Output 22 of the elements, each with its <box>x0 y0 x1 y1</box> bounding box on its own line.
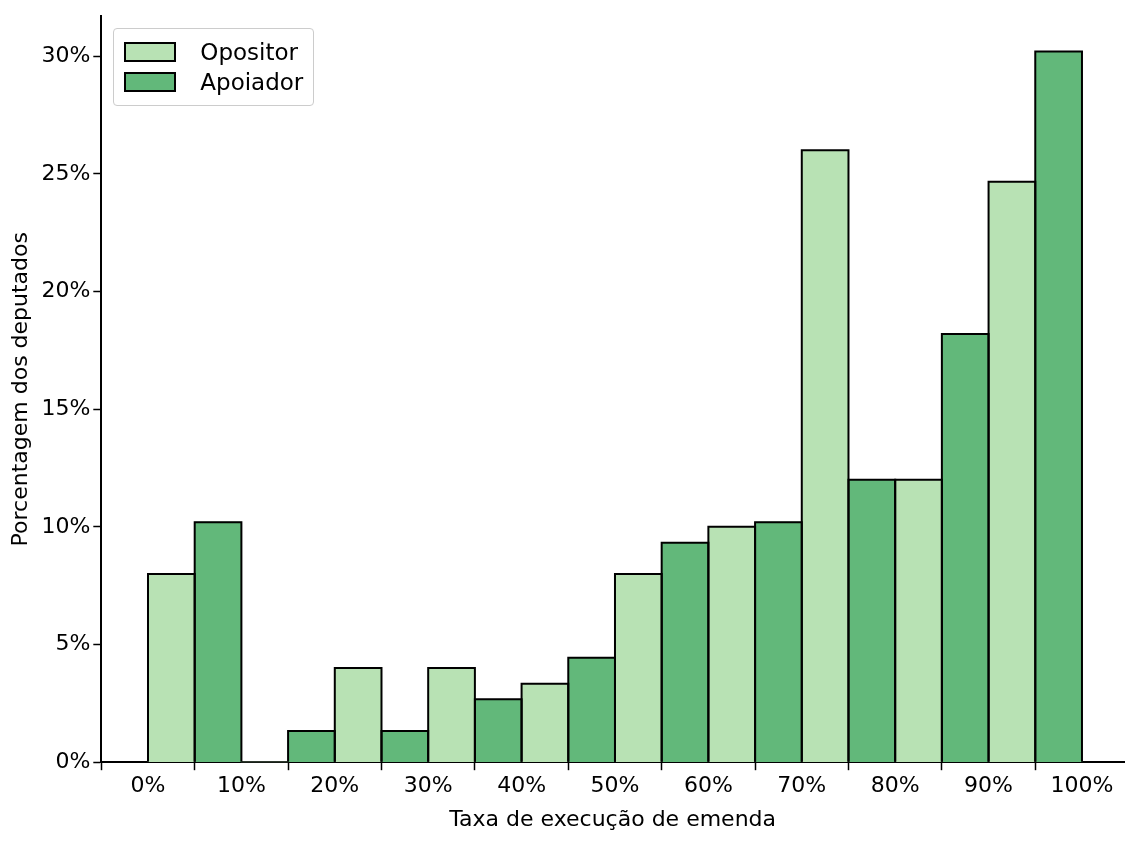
x-tick-label: 30% <box>403 772 453 798</box>
x-tick-label: 50% <box>590 772 640 798</box>
y-tick-label: 15% <box>41 394 91 420</box>
y-tick-label: 30% <box>41 41 91 67</box>
y-tick-label: 5% <box>55 630 91 656</box>
y-tick-label: 20% <box>41 277 91 303</box>
x-tick-label: 70% <box>777 772 827 798</box>
x-tick-label: 80% <box>870 772 920 798</box>
x-tick-label: 10% <box>216 772 266 798</box>
y-axis-title: Porcentagem dos deputados <box>6 232 32 547</box>
y-tick-label: 10% <box>41 512 91 538</box>
x-tick-label: 90% <box>964 772 1014 798</box>
x-tick-label: 20% <box>310 772 360 798</box>
legend-label: Apoiador <box>200 69 304 96</box>
x-tick-label: 40% <box>497 772 547 798</box>
x-tick-label: 100% <box>1050 772 1114 798</box>
legend-label: Opositor <box>200 39 298 66</box>
x-axis-title: Taxa de execução de emenda <box>448 805 777 831</box>
x-tick-label: 0% <box>130 772 166 798</box>
x-tick-label: 60% <box>683 772 733 798</box>
y-tick-label: 25% <box>41 159 91 185</box>
y-tick-label: 0% <box>55 747 91 773</box>
